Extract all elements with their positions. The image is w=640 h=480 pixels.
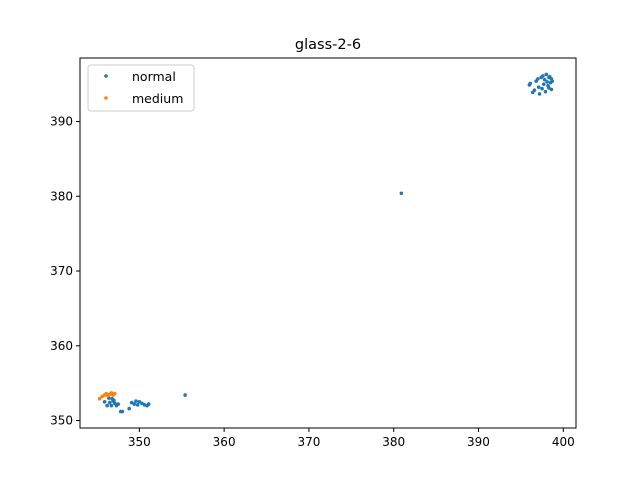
point-normal [399,191,404,196]
x-tick-label: 370 [297,435,320,449]
point-normal [536,85,541,89]
point-normal [127,406,131,411]
point-normal [132,402,137,406]
point-normal [102,400,107,404]
legend-box [87,64,195,112]
y-tick-label: 380 [50,189,73,203]
chart-title: glass-2-6 [295,37,361,53]
point-normal [541,74,545,78]
point-normal [135,403,140,407]
point-normal [541,82,546,86]
point-normal [528,81,533,86]
y-axis-ticks: 350 360 370 380 390 [50,115,80,428]
x-tick-label: 380 [382,435,405,449]
legend: normal medium [87,64,195,112]
point-normal [532,88,537,92]
legend-label-medium: medium [132,91,183,106]
point-normal [536,77,540,81]
point-normal [112,398,116,403]
point-normal [549,87,554,92]
point-normal [543,89,548,94]
y-tick-label: 370 [50,264,73,278]
legend-label-normal: normal [132,69,176,84]
point-normal [120,409,125,414]
point-normal [544,72,549,77]
point-medium [97,397,102,401]
x-tick-label: 350 [128,435,151,449]
point-normal [105,403,109,408]
point-normal [542,77,547,82]
y-tick-label: 390 [50,115,73,129]
x-tick-label: 390 [467,435,490,449]
point-normal [545,80,549,84]
legend-marker-normal [104,74,108,78]
point-normal [134,399,138,403]
plot-marks [97,72,555,414]
point-normal [116,402,120,406]
point-normal [550,79,555,83]
x-tick-label: 400 [552,435,575,449]
plot-frame [79,57,577,429]
point-normal [107,400,112,405]
y-tick-label: 360 [50,339,73,353]
point-normal [183,393,187,397]
point-medium [112,391,117,396]
point-normal [537,92,542,96]
y-tick-label: 350 [50,414,73,428]
x-axis-ticks: 350 360 370 380 390 400 [128,428,575,449]
point-normal [146,402,151,406]
legend-marker-medium [104,96,108,100]
point-normal [540,86,544,91]
point-normal [109,403,114,408]
x-tick-label: 360 [213,435,236,449]
